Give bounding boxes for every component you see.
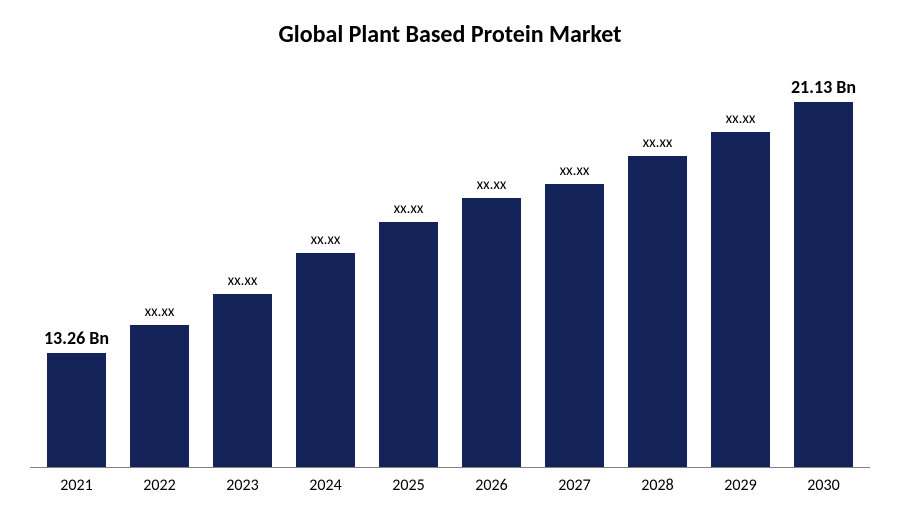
- bar-value-label: xx.xx: [228, 272, 258, 290]
- x-axis-label: 2025: [367, 476, 450, 495]
- bar-group: 21.13 Bn: [782, 69, 865, 467]
- bar: [794, 102, 852, 467]
- bar: [130, 325, 188, 467]
- bar-value-label: xx.xx: [726, 110, 756, 128]
- bar: [711, 132, 769, 467]
- bar: [47, 353, 105, 467]
- bar-value-label: xx.xx: [394, 200, 424, 218]
- bar: [545, 184, 603, 467]
- plot-area: 13.26 Bn xx.xx xx.xx xx.xx xx.xx xx.xx xx.xx xx…: [30, 69, 870, 468]
- bar-group: xx.xx: [450, 69, 533, 467]
- x-axis-label: 2021: [35, 476, 118, 495]
- x-axis-label: 2029: [699, 476, 782, 495]
- bar-group: xx.xx: [367, 69, 450, 467]
- x-axis-label: 2022: [118, 476, 201, 495]
- x-axis-label: 2028: [616, 476, 699, 495]
- x-axis-label: 2030: [782, 476, 865, 495]
- bar-value-label: xx.xx: [643, 134, 673, 152]
- bar-group: xx.xx: [699, 69, 782, 467]
- bar: [379, 222, 437, 467]
- bar-value-label: 21.13 Bn: [791, 76, 856, 98]
- bar-group: xx.xx: [284, 69, 367, 467]
- bar-value-label: xx.xx: [560, 162, 590, 180]
- chart-title: Global Plant Based Protein Market: [30, 20, 870, 49]
- bar: [296, 253, 354, 467]
- bar: [628, 156, 686, 467]
- x-axis: 2021202220232024202520262027202820292030: [30, 468, 870, 495]
- bar: [213, 294, 271, 467]
- bar-value-label: 13.26 Bn: [44, 327, 109, 349]
- x-axis-label: 2027: [533, 476, 616, 495]
- bar-group: xx.xx: [118, 69, 201, 467]
- x-axis-label: 2023: [201, 476, 284, 495]
- x-axis-label: 2026: [450, 476, 533, 495]
- x-axis-label: 2024: [284, 476, 367, 495]
- bar-group: xx.xx: [533, 69, 616, 467]
- bar-value-label: xx.xx: [311, 231, 341, 249]
- chart-container: Global Plant Based Protein Market 13.26 …: [0, 0, 900, 525]
- bar-value-label: xx.xx: [477, 176, 507, 194]
- bar-group: xx.xx: [201, 69, 284, 467]
- bar: [462, 198, 520, 467]
- bar-group: 13.26 Bn: [35, 69, 118, 467]
- bar-value-label: xx.xx: [145, 303, 175, 321]
- bar-group: xx.xx: [616, 69, 699, 467]
